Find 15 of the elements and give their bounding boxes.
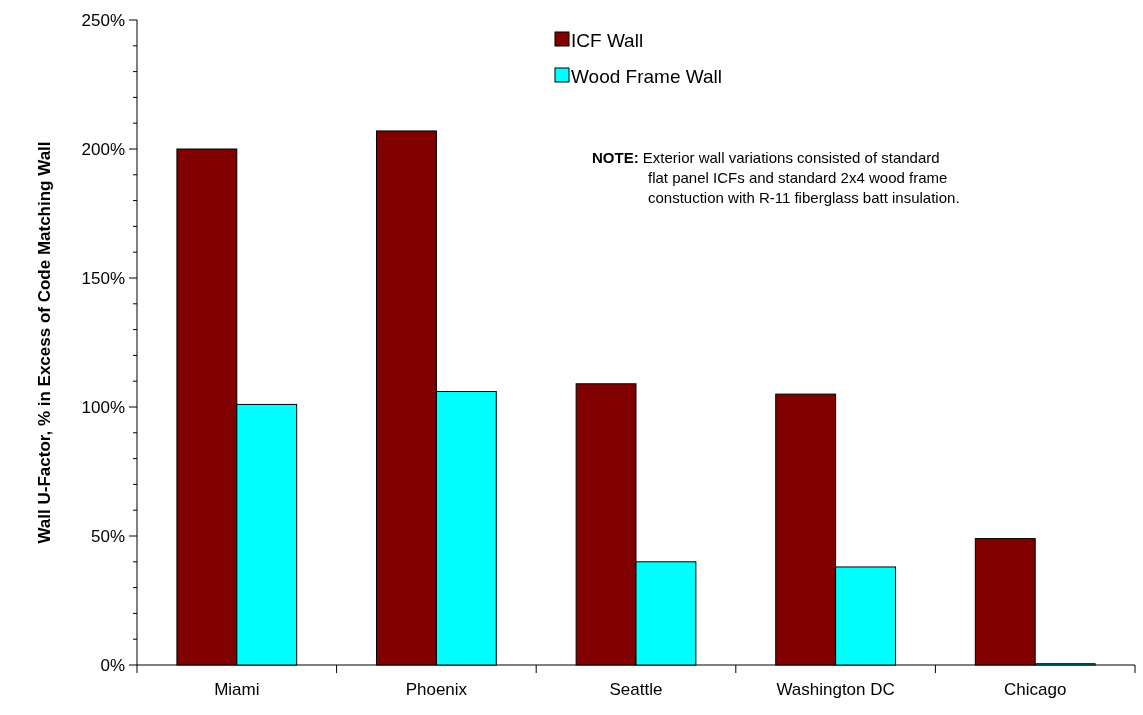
annotation: NOTE: Exterior wall variations consisted of standard flat panel ICFs and standard 2x4 wood frame constuction with R-11 fiberglass batt insulation.: [592, 149, 960, 206]
x-tick-label: Seattle: [609, 680, 663, 699]
y-tick-label: 200%: [81, 139, 125, 159]
y-tick-label: 50%: [90, 526, 125, 546]
x-tick-label: Chicago: [1004, 680, 1067, 699]
y-tick-label: 150%: [81, 268, 125, 288]
x-tick-label: Phoenix: [405, 680, 468, 699]
y-tick-label: 250%: [81, 10, 125, 30]
y-tick-label: 0%: [100, 655, 125, 675]
x-tick-label: Washington DC: [776, 680, 895, 699]
legend-label: ICF Wall: [571, 29, 644, 51]
y-axis-title: Wall U-Factor, % in Excess of Code Matching Wall: [35, 141, 54, 544]
x-tick-label: Miami: [214, 680, 260, 699]
y-tick-label: 100%: [81, 397, 125, 417]
legend-label: Wood Frame Wall: [571, 65, 722, 87]
